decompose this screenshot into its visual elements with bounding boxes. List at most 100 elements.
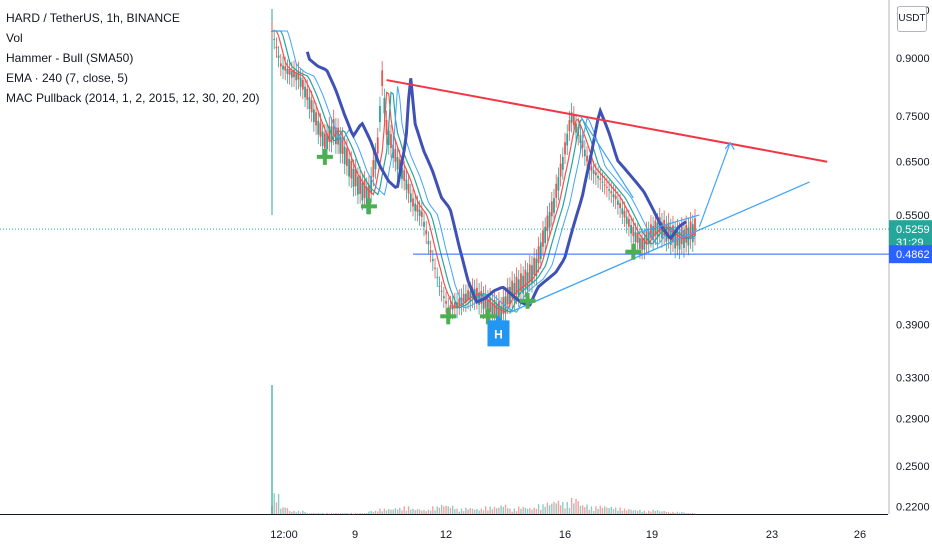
candle-body [489, 297, 492, 313]
candle-body [515, 276, 518, 295]
volume-bar [597, 509, 599, 514]
candle-body [429, 250, 432, 253]
volume-bar [546, 502, 549, 514]
volume-bar [518, 506, 520, 514]
volume-bar [383, 508, 386, 514]
projection-line [637, 214, 700, 234]
volume-bar [608, 508, 610, 514]
candle-body [394, 148, 397, 162]
candle-body [282, 65, 284, 70]
candle-body [517, 279, 520, 298]
candle-body [603, 184, 606, 186]
x-tick-label: 16 [559, 529, 571, 541]
candle-body [531, 265, 533, 283]
candle-body [383, 98, 386, 114]
candle-body [341, 136, 344, 154]
candle-body [561, 156, 564, 170]
candle-body [614, 195, 617, 200]
candle-body [610, 191, 613, 194]
volume-bar [438, 507, 441, 514]
candle-body [293, 69, 295, 78]
candle-body [405, 179, 408, 190]
volume-bar [533, 507, 535, 514]
y-tick-label: 0.6500 [896, 157, 930, 169]
legend-hammer[interactable]: Hammer - Bull (SMA50) [6, 51, 134, 65]
legend-mac[interactable]: MAC Pullback (2014, 1, 2, 2015, 12, 30, … [6, 91, 260, 105]
candle-body [420, 211, 423, 217]
candle-body [379, 106, 381, 123]
volume-bar [308, 513, 311, 515]
candle-body [288, 68, 291, 75]
y-tick-label: 0.3900 [896, 319, 930, 331]
currency-unit-button[interactable]: USDT [897, 6, 927, 32]
volume-bar [390, 509, 392, 514]
candle-body [445, 301, 447, 304]
volume-bar [584, 507, 586, 514]
volume-bar [678, 512, 681, 514]
volume-bar [485, 506, 487, 514]
volume-bar [429, 510, 432, 514]
candle-body [597, 175, 599, 179]
volume-bar [328, 513, 330, 515]
candle-body [652, 226, 655, 241]
volume-bar [507, 508, 509, 514]
candle-body [533, 257, 536, 275]
candle-body [484, 294, 487, 308]
candle-body [387, 130, 390, 145]
volume-bar [282, 507, 284, 514]
volume-bar [500, 505, 502, 514]
volume-bar [540, 509, 542, 514]
legend-vol[interactable]: Vol [6, 31, 23, 45]
projection-arrow-head [724, 141, 735, 151]
legend-symbol[interactable]: HARD / TetherUS, 1h, BINANCE [6, 11, 180, 25]
candle-body [352, 168, 355, 187]
candle-body [462, 293, 465, 302]
volume-bar [275, 502, 278, 514]
volume-bar [432, 506, 434, 514]
candle-body [449, 304, 452, 309]
legend-ema[interactable]: EMA · 240 (7, close, 5) [6, 71, 129, 85]
candle-body [304, 86, 306, 98]
volume-bar [304, 511, 306, 514]
volume-bar [401, 510, 403, 514]
candle-body [656, 222, 659, 238]
candle-body [661, 222, 663, 239]
volume-bar [630, 509, 632, 514]
volume-bar [692, 512, 694, 514]
volume-bar [621, 510, 623, 514]
hammer-markers: H [316, 148, 642, 347]
volume-bar [451, 505, 454, 514]
volume-bar [284, 507, 286, 514]
x-tick-label: 19 [646, 529, 658, 541]
candle-body [544, 226, 547, 243]
candle-body [625, 216, 628, 224]
volume-bar [465, 507, 467, 514]
candle-body [409, 193, 412, 203]
volume-bar [332, 513, 335, 515]
candle-body [346, 148, 348, 166]
volume-bar [346, 512, 348, 514]
volume-bar [683, 512, 685, 514]
volume-bar [513, 508, 516, 514]
volume-bar [573, 503, 575, 514]
x-tick-label: 12 [440, 529, 452, 541]
volume-bar [581, 505, 584, 514]
candle-body [286, 68, 289, 74]
candle-body [277, 55, 280, 58]
y-tick-label: 0.7500 [896, 111, 930, 123]
volume-bar [612, 509, 615, 514]
candle-body [453, 302, 456, 308]
volume-bar [535, 508, 538, 514]
candle-body [372, 160, 375, 177]
volume-bar [388, 509, 390, 514]
candle-body [555, 183, 558, 198]
x-tick-label: 9 [352, 529, 358, 541]
volume-bar [291, 511, 293, 514]
volume-bar [496, 508, 498, 514]
volume-bar [377, 511, 379, 514]
volume-bar [271, 385, 273, 514]
volume-bar [599, 505, 601, 514]
candle-body [334, 127, 337, 145]
volume-bar [286, 508, 289, 514]
